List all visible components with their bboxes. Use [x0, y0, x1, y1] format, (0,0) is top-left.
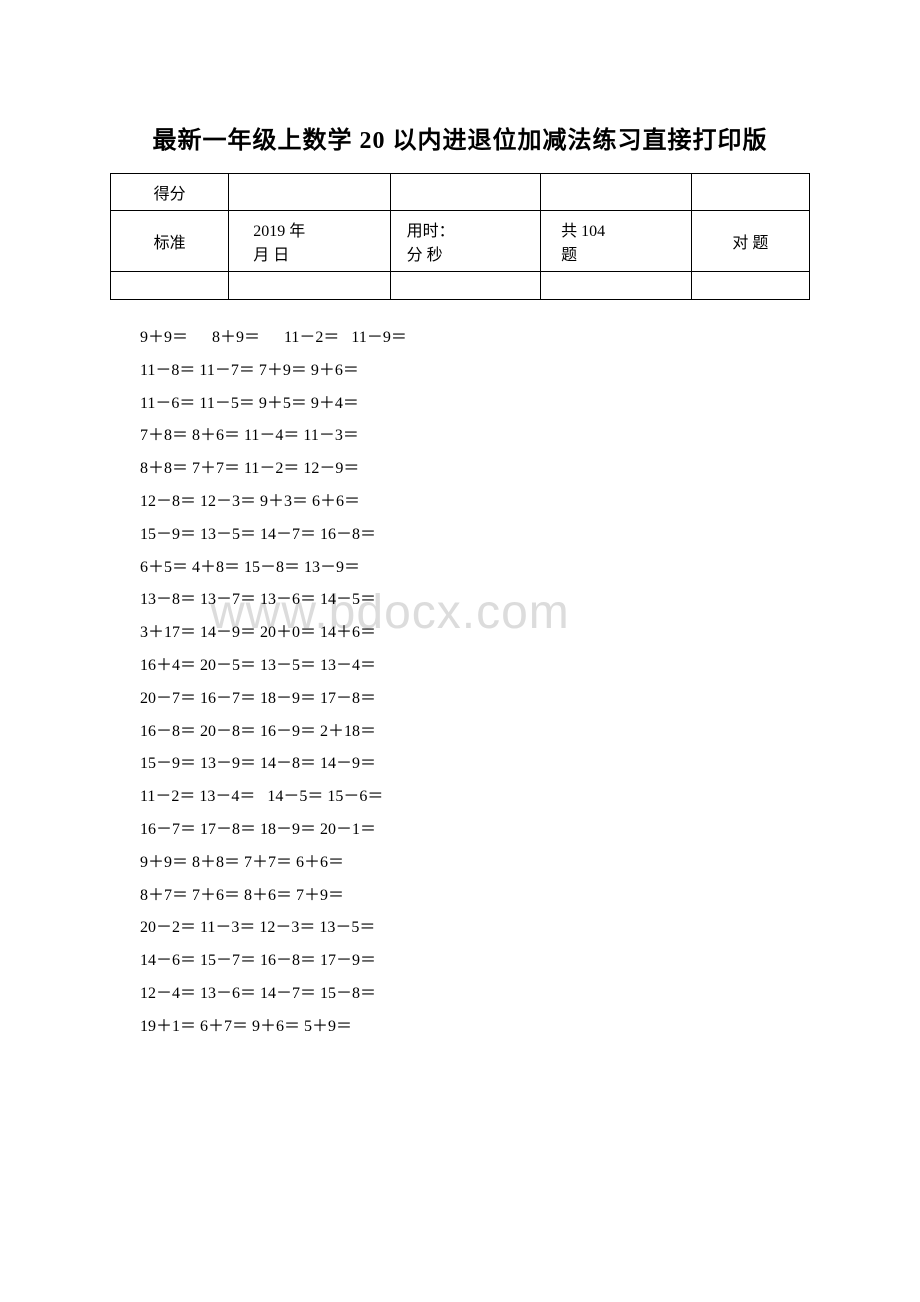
table-row: 标准 2019 年 月 日 用时： 分 秒 共 104 题 对 题 [111, 211, 810, 272]
problem-row: 11－2＝ 13－4＝ 14－5＝ 15－6＝ [140, 781, 810, 814]
problem-row: 12－4＝ 13－6＝ 14－7＝ 15－8＝ [140, 978, 810, 1011]
score-label: 得分 [111, 174, 229, 211]
cell [691, 272, 809, 300]
meta-table: 得分 标准 2019 年 月 日 用时： 分 秒 共 104 题 对 题 [110, 173, 810, 300]
problem-row: 8＋7＝ 7＋6＝ 8＋6＝ 7＋9＝ [140, 880, 810, 913]
count-cell: 共 104 题 [541, 211, 692, 272]
problem-row: 15－9＝ 13－9＝ 14－8＝ 14－9＝ [140, 748, 810, 781]
cell [390, 272, 541, 300]
problem-row: 11－8＝ 11－7＝ 7＋9＝ 9＋6＝ [140, 355, 810, 388]
table-row: 得分 [111, 174, 810, 211]
problem-row: 9＋9＝ 8＋8＝ 7＋7＝ 6＋6＝ [140, 847, 810, 880]
problem-row: 8＋8＝ 7＋7＝ 11－2＝ 12－9＝ [140, 453, 810, 486]
cell [111, 272, 229, 300]
cell [541, 272, 692, 300]
problem-row: 20－7＝ 16－7＝ 18－9＝ 17－8＝ [140, 683, 810, 716]
cell [541, 174, 692, 211]
date-cell: 2019 年 月 日 [229, 211, 390, 272]
problem-row: 14－6＝ 15－7＝ 16－8＝ 17－9＝ [140, 945, 810, 978]
problem-row: 7＋8＝ 8＋6＝ 11－4＝ 11－3＝ [140, 420, 810, 453]
cell [691, 174, 809, 211]
document-content: 最新一年级上数学 20 以内进退位加减法练习直接打印版 得分 标准 2019 年… [110, 120, 810, 1044]
problem-row: 15－9＝ 13－5＝ 14－7＝ 16－8＝ [140, 519, 810, 552]
problem-row: 6＋5＝ 4＋8＝ 15－8＝ 13－9＝ [140, 552, 810, 585]
problem-row: 12－8＝ 12－3＝ 9＋3＝ 6＋6＝ [140, 486, 810, 519]
problem-row: 19＋1＝ 6＋7＝ 9＋6＝ 5＋9＝ [140, 1011, 810, 1044]
problem-row: 16＋4＝ 20－5＝ 13－5＝ 13－4＝ [140, 650, 810, 683]
problem-row: 3＋17＝ 14－9＝ 20＋0＝ 14＋6＝ [140, 617, 810, 650]
problem-row: 13－8＝ 13－7＝ 13－6＝ 14－5＝ [140, 584, 810, 617]
table-row [111, 272, 810, 300]
problem-row: 16－8＝ 20－8＝ 16－9＝ 2＋18＝ [140, 716, 810, 749]
cell [229, 174, 390, 211]
problem-row: 16－7＝ 17－8＝ 18－9＝ 20－1＝ [140, 814, 810, 847]
problems-list: 9＋9＝ 8＋9＝ 11－2＝ 11－9＝ 11－8＝ 11－7＝ 7＋9＝ 9… [110, 322, 810, 1044]
cell [390, 174, 541, 211]
problem-row: 9＋9＝ 8＋9＝ 11－2＝ 11－9＝ [140, 322, 810, 355]
cell [229, 272, 390, 300]
correct-cell: 对 题 [691, 211, 809, 272]
problem-row: 11－6＝ 11－5＝ 9＋5＝ 9＋4＝ [140, 388, 810, 421]
problem-row: 20－2＝ 11－3＝ 12－3＝ 13－5＝ [140, 912, 810, 945]
standard-label: 标准 [111, 211, 229, 272]
page-title: 最新一年级上数学 20 以内进退位加减法练习直接打印版 [110, 120, 810, 155]
time-cell: 用时： 分 秒 [390, 211, 541, 272]
